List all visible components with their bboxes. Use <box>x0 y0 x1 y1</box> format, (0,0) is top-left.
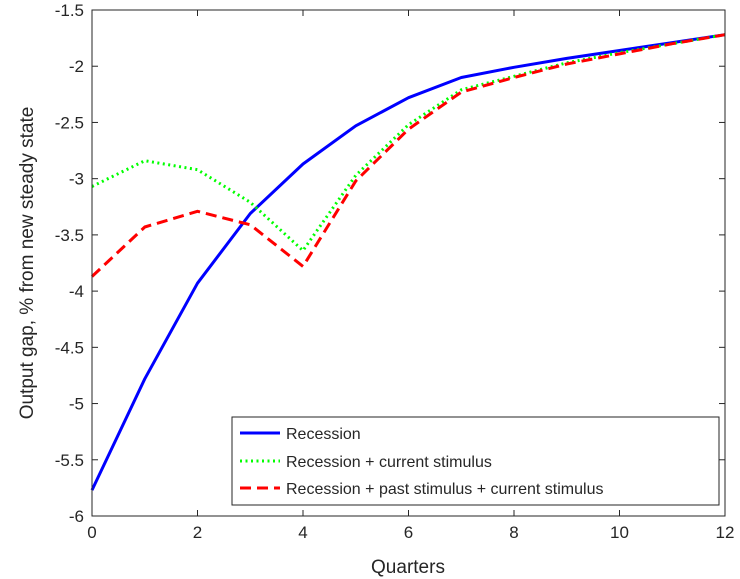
x-axis-label: Quarters <box>371 557 445 578</box>
y-tick-label: -2 <box>69 57 84 76</box>
x-tick-label: 12 <box>716 523 735 542</box>
y-tick-label: -3.5 <box>55 226 84 245</box>
y-axis-label: Output gap, % from new steady state <box>17 107 38 420</box>
plot-frame <box>91 9 726 517</box>
x-tick-label: 2 <box>193 523 202 542</box>
y-tick-label: -6 <box>69 507 84 526</box>
x-tick-label: 0 <box>87 523 96 542</box>
series-line-recession <box>90 33 726 491</box>
x-tick-label: 8 <box>509 523 518 542</box>
legend-label-past-current-stimulus: Recession + past stimulus + current stim… <box>286 481 603 498</box>
y-tick-label: -5.5 <box>55 451 84 470</box>
y-tick-label: -4 <box>69 282 84 301</box>
y-tick-label: -1.5 <box>55 1 84 20</box>
x-tick-label: 6 <box>404 523 413 542</box>
y-tick-label: -3 <box>69 170 84 189</box>
legend-box <box>231 416 720 506</box>
y-tick-label: -5 <box>69 395 84 414</box>
x-tick-label: 10 <box>610 523 629 542</box>
x-tick-label: 4 <box>298 523 307 542</box>
y-tick-label: -2.5 <box>55 113 84 132</box>
legend-label-recession: Recession <box>286 426 361 443</box>
legend: Recession Recession + current stimulus R… <box>231 416 720 506</box>
series-line-past-current-stimulus <box>90 33 726 278</box>
legend-label-current-stimulus: Recession + current stimulus <box>286 454 492 471</box>
y-tick-label: -4.5 <box>55 338 84 357</box>
